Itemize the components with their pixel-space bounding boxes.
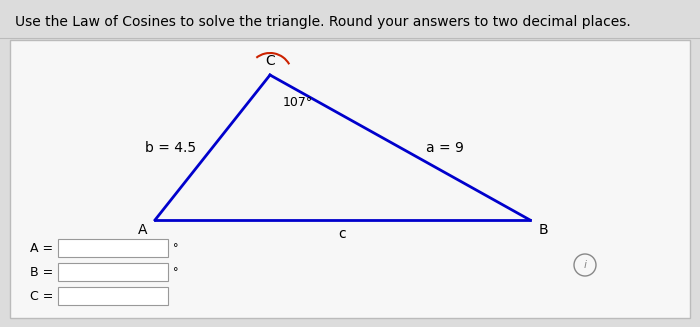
- Text: °: °: [173, 267, 178, 277]
- Text: B: B: [538, 223, 548, 237]
- Text: B =: B =: [30, 266, 53, 279]
- Text: C: C: [265, 54, 275, 68]
- Text: b = 4.5: b = 4.5: [145, 141, 196, 154]
- Text: C =: C =: [30, 289, 53, 302]
- Text: Use the Law of Cosines to solve the triangle. Round your answers to two decimal : Use the Law of Cosines to solve the tria…: [15, 15, 631, 29]
- FancyBboxPatch shape: [58, 287, 168, 305]
- Text: a = 9: a = 9: [426, 141, 464, 154]
- FancyBboxPatch shape: [10, 40, 690, 318]
- Text: 107°: 107°: [283, 96, 313, 110]
- Text: A: A: [139, 223, 148, 237]
- Text: °: °: [173, 243, 178, 253]
- FancyBboxPatch shape: [58, 263, 168, 281]
- Text: c: c: [339, 227, 346, 241]
- FancyBboxPatch shape: [58, 239, 168, 257]
- Text: i: i: [583, 260, 587, 270]
- Text: A =: A =: [30, 242, 53, 254]
